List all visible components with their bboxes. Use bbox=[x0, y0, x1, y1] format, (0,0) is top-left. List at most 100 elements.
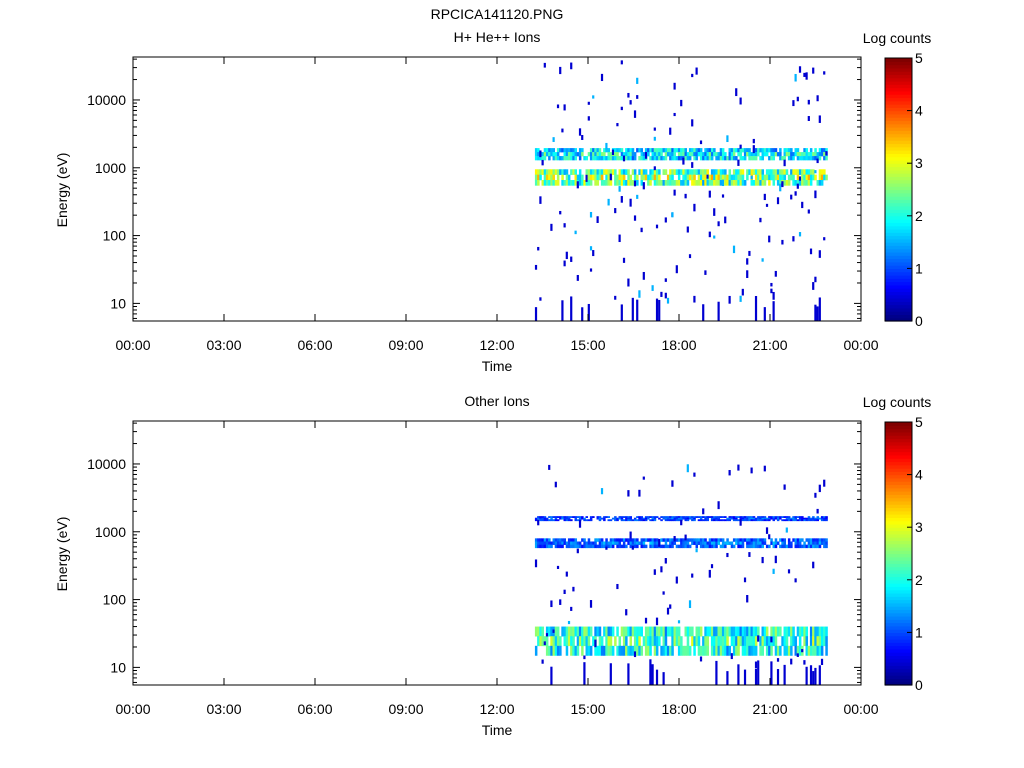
spectrogram-cell bbox=[737, 541, 740, 545]
spectrogram-cell bbox=[805, 645, 809, 656]
x-tick-label: 00:00 bbox=[115, 701, 150, 717]
spectrogram-cell bbox=[596, 148, 600, 153]
spectrogram-cell bbox=[649, 169, 652, 175]
spectrogram-cell bbox=[779, 626, 782, 637]
spectrogram-cell bbox=[567, 152, 571, 157]
spectrogram-cell bbox=[647, 180, 650, 186]
spectrogram-cell bbox=[587, 541, 591, 545]
spectrogram-cell bbox=[534, 180, 538, 186]
spectrogram-cell bbox=[640, 538, 644, 542]
spectrogram-cell bbox=[710, 519, 714, 522]
spectrogram-cell bbox=[592, 516, 595, 519]
spectrogram-cell bbox=[772, 180, 776, 186]
spectrogram-cell bbox=[609, 544, 613, 549]
colorbar-tick-label: 5 bbox=[915, 414, 923, 430]
colorbar-segment bbox=[885, 569, 912, 574]
spectrogram-cell bbox=[653, 544, 657, 549]
spectrogram-cell bbox=[552, 169, 556, 175]
spectrogram-cell bbox=[781, 156, 784, 161]
spectrogram-cell bbox=[636, 519, 639, 522]
spectrogram-cell bbox=[816, 645, 820, 656]
spectrogram-cell bbox=[625, 544, 628, 549]
spectrogram-cell bbox=[779, 180, 782, 186]
spectrogram-cell bbox=[697, 626, 701, 637]
spectrogram-cell bbox=[812, 544, 815, 549]
colorbar-segment bbox=[885, 209, 912, 214]
spectrogram-cell bbox=[801, 544, 804, 549]
spectrogram-cell bbox=[534, 519, 538, 522]
spectrogram-cell bbox=[666, 519, 670, 522]
spectrogram-cell bbox=[609, 541, 613, 545]
spectrogram-cell bbox=[814, 626, 817, 637]
spectrogram-cell bbox=[631, 148, 635, 153]
spectrogram-cell bbox=[537, 636, 540, 647]
spectrogram-cell bbox=[684, 534, 687, 541]
spectrogram-cell bbox=[704, 180, 707, 186]
spectrogram-cell bbox=[728, 180, 732, 186]
spectrogram-cell bbox=[563, 223, 566, 228]
spectrogram-cell bbox=[600, 645, 604, 656]
spectrogram-cell bbox=[814, 517, 817, 520]
spectrogram-cell bbox=[823, 237, 826, 241]
spectrogram-cell bbox=[548, 148, 551, 153]
spectrogram-cell bbox=[737, 538, 740, 542]
spectrogram-cell bbox=[684, 541, 688, 545]
spectrogram-cell bbox=[737, 148, 740, 153]
spectrogram-cell bbox=[801, 156, 804, 161]
colorbar-segment bbox=[885, 622, 912, 627]
spectrogram-cell bbox=[776, 645, 780, 656]
spectrogram-cell bbox=[669, 152, 672, 157]
spectrogram-cell bbox=[757, 174, 760, 181]
spectrogram-cell bbox=[750, 636, 754, 647]
spectrogram-cell bbox=[794, 191, 797, 196]
spectrogram-cell bbox=[765, 174, 769, 181]
spectrogram-cell bbox=[724, 636, 727, 647]
spectrogram-cell bbox=[567, 626, 571, 637]
spectrogram-cell bbox=[605, 626, 608, 637]
spectrogram-cell bbox=[715, 152, 718, 157]
spectrogram-cell bbox=[682, 148, 685, 153]
spectrogram-cell bbox=[671, 516, 674, 519]
spectrogram-cell bbox=[677, 538, 681, 542]
spectrogram-cell bbox=[823, 152, 826, 157]
spectrogram-cell bbox=[644, 516, 648, 519]
spectrogram-cell bbox=[803, 152, 806, 157]
spectrogram-cell bbox=[768, 148, 771, 153]
spectrogram-cell bbox=[792, 169, 795, 175]
spectrogram-cell bbox=[666, 297, 670, 304]
colorbar-segment bbox=[885, 228, 912, 233]
spectrogram-cell bbox=[614, 636, 617, 647]
spectrogram-cell bbox=[682, 174, 685, 181]
spectrogram-cell bbox=[622, 626, 626, 637]
colorbar-segment bbox=[885, 235, 912, 240]
spectrogram-cell bbox=[772, 626, 776, 637]
spectrogram-cell bbox=[605, 174, 608, 181]
spectrogram-cell bbox=[664, 541, 668, 545]
spectrogram-cell bbox=[655, 224, 659, 229]
spectrogram-cell bbox=[768, 169, 771, 175]
spectrogram-cell bbox=[673, 169, 677, 175]
spectrogram-cell bbox=[790, 517, 793, 520]
spectrogram-cell bbox=[706, 544, 710, 549]
spectrogram-cell bbox=[660, 156, 663, 161]
spectrogram-cell bbox=[627, 278, 630, 287]
spectrogram-cell bbox=[748, 519, 751, 522]
spectrogram-cell bbox=[578, 180, 582, 186]
spectrogram-cell bbox=[653, 180, 657, 186]
colorbar-segment bbox=[885, 182, 912, 187]
spectrogram-cell bbox=[803, 544, 806, 549]
spectrogram-cell bbox=[625, 516, 628, 519]
spectrogram-cell bbox=[611, 156, 615, 161]
spectrogram-cell bbox=[658, 148, 661, 153]
spectrogram-cell bbox=[732, 544, 736, 549]
spectrogram-cell bbox=[585, 544, 589, 549]
spectrogram-cell bbox=[807, 169, 811, 175]
spectrogram-cell bbox=[583, 626, 586, 637]
colorbar-segment bbox=[885, 163, 912, 168]
spectrogram-cell bbox=[651, 174, 655, 181]
spectrogram-cell bbox=[816, 516, 820, 519]
spectrogram-cell bbox=[600, 180, 604, 186]
spectrogram-cell bbox=[638, 489, 641, 497]
spectrogram-cell bbox=[770, 516, 773, 519]
spectrogram-cell bbox=[559, 599, 562, 605]
